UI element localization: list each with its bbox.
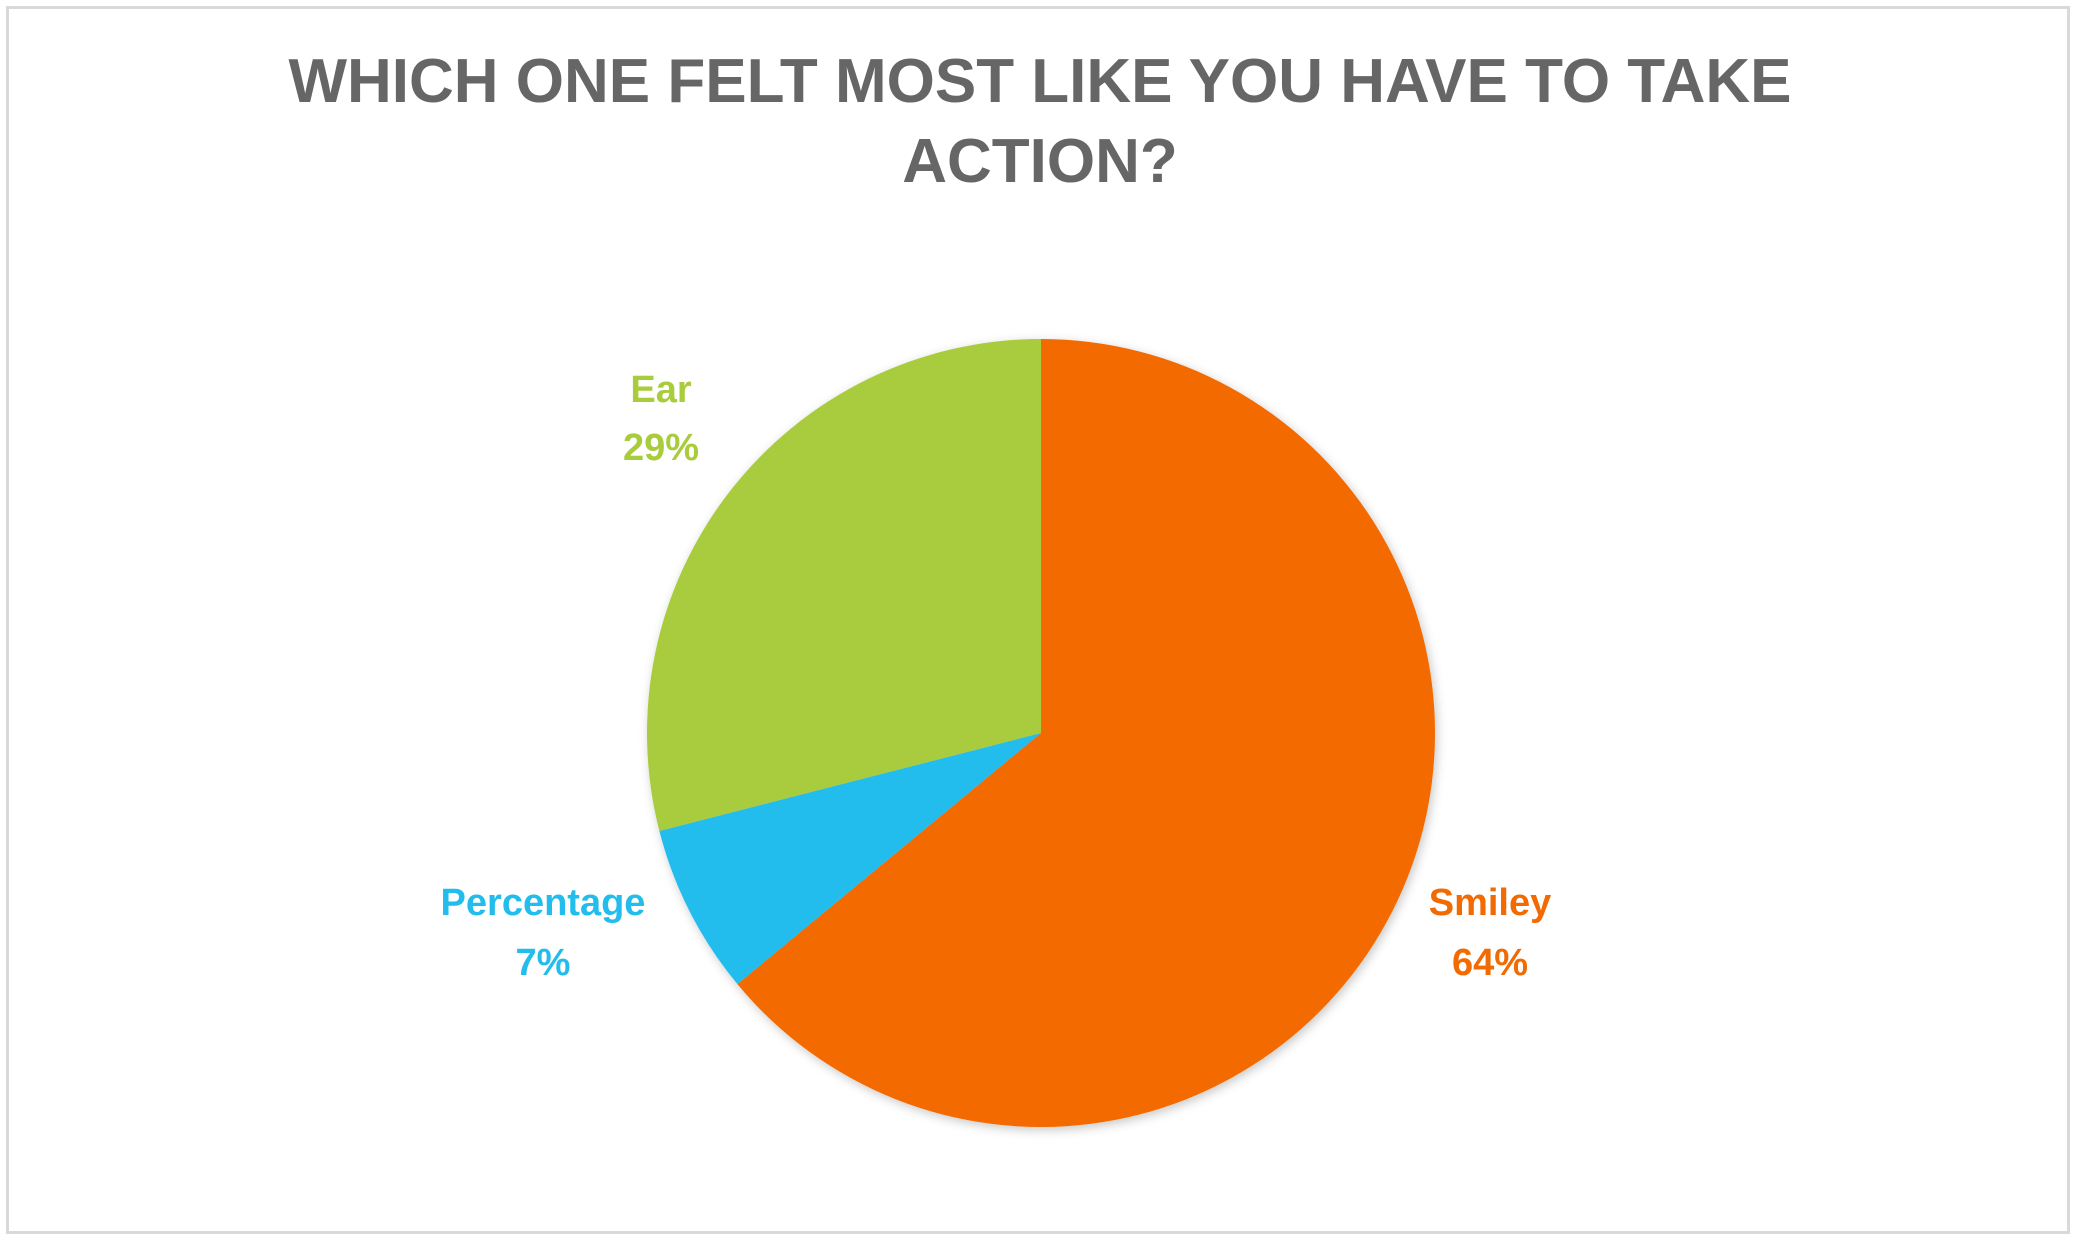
data-label-smiley-value: 64% — [1452, 942, 1528, 984]
chart-title-text: WHICH ONE FELT MOST LIKE YOU HAVE TO TAK… — [288, 47, 1792, 196]
pie-slice-percentage — [659, 733, 1041, 985]
data-label-ear-value: 29% — [623, 427, 699, 469]
pie-slice-smiley — [737, 339, 1436, 1128]
data-label-percentage-name: Percentage — [441, 882, 646, 924]
data-label-ear-name: Ear — [630, 369, 691, 411]
chart-title: WHICH ONE FELT MOST LIKE YOU HAVE TO TAK… — [0, 42, 2080, 202]
pie-slice-ear — [647, 339, 1041, 831]
data-label-smiley-name: Smiley — [1429, 882, 1552, 924]
data-label-percentage-value: 7% — [516, 942, 571, 984]
